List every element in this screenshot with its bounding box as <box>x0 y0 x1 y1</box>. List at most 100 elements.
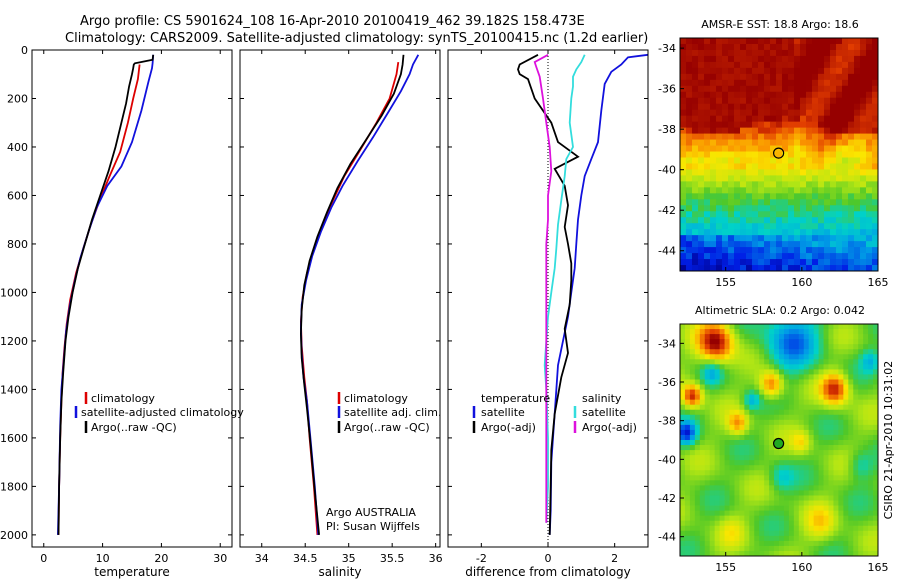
sla-map-cell <box>680 530 686 537</box>
sst-map-cell <box>806 211 813 218</box>
sst-map-cell <box>818 253 825 260</box>
sst-map-cell <box>848 115 855 123</box>
sst-map-cell <box>734 199 741 206</box>
sla-map-cell <box>863 329 869 335</box>
sla-map-cell <box>694 364 701 370</box>
sla-map-cell <box>803 460 810 466</box>
sst-map-cell <box>764 109 771 117</box>
sst-map-cell <box>758 223 765 230</box>
sst-map-cell <box>728 109 735 117</box>
sla-map-cell <box>853 409 859 416</box>
sst-map-cell <box>692 211 699 218</box>
sla-map-cell <box>808 389 815 396</box>
sst-map-cell <box>710 115 717 123</box>
sla-map-cell <box>853 515 859 522</box>
sla-map-cell <box>684 404 691 411</box>
sla-map-cell <box>689 429 696 436</box>
sla-map-cell <box>873 520 879 527</box>
sst-map-cell <box>866 211 873 218</box>
sla-map-cell <box>793 485 800 491</box>
sst-map-cell <box>854 79 861 87</box>
sst-map-cell <box>794 139 801 146</box>
sst-map-cell <box>752 79 759 87</box>
sla-map-cell <box>853 550 859 557</box>
sst-map-cell <box>830 187 837 194</box>
sst-map-cell <box>764 181 771 188</box>
sst-map-cell <box>854 103 861 111</box>
sla-map-cell <box>724 389 730 396</box>
sla-map-cell <box>848 480 854 486</box>
sst-map-cell <box>758 67 765 75</box>
sst-map-cell <box>812 91 819 99</box>
sla-map-cell <box>873 374 879 380</box>
sst-map-cell <box>794 259 801 266</box>
sla-map-cell <box>719 419 725 426</box>
sla-map-cell <box>848 344 854 350</box>
sla-map-cell <box>783 344 790 350</box>
sst-map-cell <box>680 91 687 99</box>
sla-map-cell <box>818 445 824 451</box>
sst-map-cell <box>866 49 873 57</box>
sst-map-cell <box>746 121 753 129</box>
sst-map-cell <box>854 73 861 81</box>
sst-map-cell <box>722 97 729 105</box>
sla-map-cell <box>833 339 839 345</box>
sst-map-cell <box>770 61 777 69</box>
sst-map-cell <box>716 169 723 176</box>
sla-map-cell <box>779 379 785 385</box>
sla-map-cell <box>833 450 839 456</box>
sla-map-cell <box>744 500 750 506</box>
sst-map-cell <box>800 241 807 248</box>
sla-map-cell <box>788 485 795 491</box>
sla-map-cell <box>714 429 720 436</box>
sla-map-cell <box>818 550 824 557</box>
sst-map-cell <box>680 199 687 206</box>
sla-map-cell <box>769 369 775 375</box>
sla-map-cell <box>863 359 869 365</box>
sst-map-cell <box>680 133 687 140</box>
sst-map-cell <box>866 151 873 158</box>
sla-map-cell <box>798 414 805 421</box>
sst-map-cell <box>704 259 711 266</box>
sst-map-cell <box>734 109 741 117</box>
sst-map-cell <box>806 157 813 164</box>
sla-map-cell <box>709 349 716 355</box>
sla-map-cell <box>828 515 834 522</box>
sst-map-cell <box>830 241 837 248</box>
sla-map-cell <box>818 535 824 542</box>
sst-map-cell <box>866 205 873 212</box>
sst-map-cell <box>824 175 831 182</box>
sla-map-cell <box>684 379 691 385</box>
sst-map-cell <box>734 235 741 242</box>
sla-map-cell <box>744 344 750 350</box>
sst-map-cell <box>698 163 705 170</box>
sla-map-cell <box>680 520 686 527</box>
sst-map-cell <box>776 157 783 164</box>
sla-map-cell <box>729 329 735 335</box>
sst-map-cell <box>800 115 807 123</box>
sla-map-cell <box>793 545 800 552</box>
sst-map-cell <box>872 205 879 212</box>
sla-map-cell <box>833 384 839 390</box>
sst-map-cell <box>818 265 825 272</box>
sla-map-cell <box>848 485 854 491</box>
sst-map-cell <box>860 115 867 123</box>
sst-map-cell <box>704 223 711 230</box>
sst-map-cell <box>710 193 717 200</box>
sst-map-cell <box>698 253 705 260</box>
sla-map-cell <box>808 510 815 517</box>
sst-map-cell <box>692 193 699 200</box>
sla-map-cell <box>709 485 716 491</box>
sla-map-cell <box>783 369 790 375</box>
sst-map-cell <box>854 61 861 69</box>
sst-map-cell <box>800 163 807 170</box>
sla-map-cell <box>803 515 810 522</box>
sst-map-cell <box>770 109 777 117</box>
sla-map-cell <box>719 399 725 406</box>
sst-map-cell <box>710 175 717 182</box>
sla-map-cell <box>744 419 750 426</box>
sst-map-cell <box>728 211 735 218</box>
sla-map-cell <box>734 429 740 436</box>
sla-map-cell <box>813 535 819 542</box>
sst-map-cell <box>716 151 723 158</box>
